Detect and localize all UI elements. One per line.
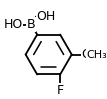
- Text: OH: OH: [36, 10, 56, 23]
- Text: O: O: [81, 48, 91, 61]
- Text: F: F: [57, 84, 64, 97]
- Text: HO: HO: [3, 18, 23, 31]
- Text: B: B: [27, 18, 36, 31]
- Text: CH₃: CH₃: [86, 50, 107, 59]
